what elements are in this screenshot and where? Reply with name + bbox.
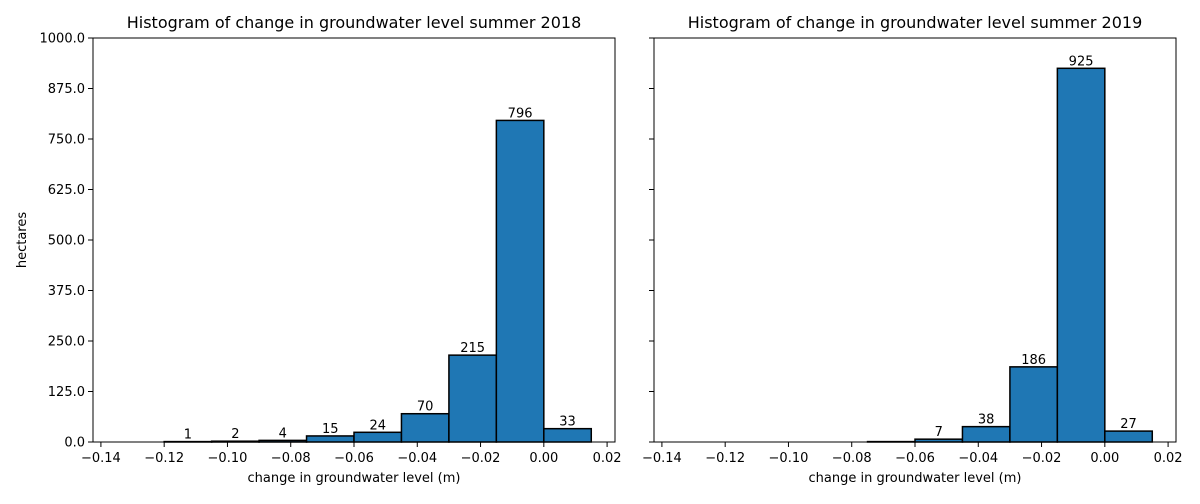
x-tick-label: −0.10 — [769, 451, 809, 466]
x-tick-label: −0.14 — [642, 451, 682, 466]
bar-value-label: 4 — [279, 426, 287, 441]
x-axis-label: change in groundwater level (m) — [248, 471, 461, 486]
panel-2019: Histogram of change in groundwater level… — [642, 13, 1183, 486]
y-tick-label: 1000.0 — [40, 32, 86, 47]
bar-value-label: 38 — [978, 413, 995, 428]
x-tick-label: −0.02 — [1022, 451, 1062, 466]
histogram-bar — [354, 432, 401, 442]
x-tick-label: −0.14 — [81, 451, 121, 466]
x-tick-label: −0.08 — [271, 451, 311, 466]
histogram-bar — [544, 429, 591, 442]
y-tick-label: 625.0 — [48, 183, 85, 198]
y-axis-label: hectares — [15, 212, 30, 269]
x-tick-label: −0.04 — [958, 451, 998, 466]
histogram-bar — [1057, 68, 1104, 442]
histogram-bar — [1010, 367, 1057, 442]
x-tick-label: −0.10 — [208, 451, 248, 466]
y-tick-label: 750.0 — [48, 133, 85, 148]
chart-title: Histogram of change in groundwater level… — [688, 13, 1143, 32]
bar-value-label: 796 — [508, 106, 533, 121]
bar-value-label: 27 — [1120, 417, 1137, 432]
x-tick-label: 0.00 — [1090, 451, 1119, 466]
histogram-bar — [401, 414, 448, 442]
bar-value-label: 186 — [1021, 353, 1046, 368]
x-tick-label: −0.06 — [895, 451, 935, 466]
bar-value-label: 33 — [559, 415, 576, 430]
panel-2018: Histogram of change in groundwater level… — [15, 13, 622, 486]
x-tick-label: −0.12 — [705, 451, 745, 466]
y-tick-label: 0.0 — [64, 436, 85, 451]
bar-value-label: 15 — [322, 422, 339, 437]
histogram-bar — [962, 427, 1009, 442]
bar-value-label: 215 — [460, 341, 485, 356]
bar-value-label: 7 — [935, 425, 943, 440]
y-tick-label: 875.0 — [48, 82, 85, 97]
x-tick-label: −0.06 — [334, 451, 374, 466]
bar-value-label: 1 — [184, 428, 192, 443]
y-tick-label: 375.0 — [48, 284, 85, 299]
x-tick-label: −0.08 — [832, 451, 872, 466]
histogram-bar — [1105, 431, 1152, 442]
x-tick-label: −0.02 — [461, 451, 501, 466]
y-tick-label: 250.0 — [48, 335, 85, 350]
x-tick-label: 0.02 — [593, 451, 622, 466]
bar-value-label: 70 — [417, 400, 434, 415]
y-tick-label: 500.0 — [48, 234, 85, 249]
x-tick-label: 0.02 — [1154, 451, 1183, 466]
x-tick-label: −0.12 — [144, 451, 184, 466]
x-tick-label: 0.00 — [529, 451, 558, 466]
bar-value-label: 24 — [369, 418, 386, 433]
histogram-bar — [449, 355, 496, 442]
x-tick-label: −0.04 — [397, 451, 437, 466]
y-tick-label: 125.0 — [48, 385, 85, 400]
bar-value-label: 2 — [231, 427, 239, 442]
histogram-bar — [496, 120, 543, 442]
bar-value-label: 925 — [1069, 54, 1094, 69]
x-axis-label: change in groundwater level (m) — [809, 471, 1022, 486]
chart-title: Histogram of change in groundwater level… — [127, 13, 582, 32]
